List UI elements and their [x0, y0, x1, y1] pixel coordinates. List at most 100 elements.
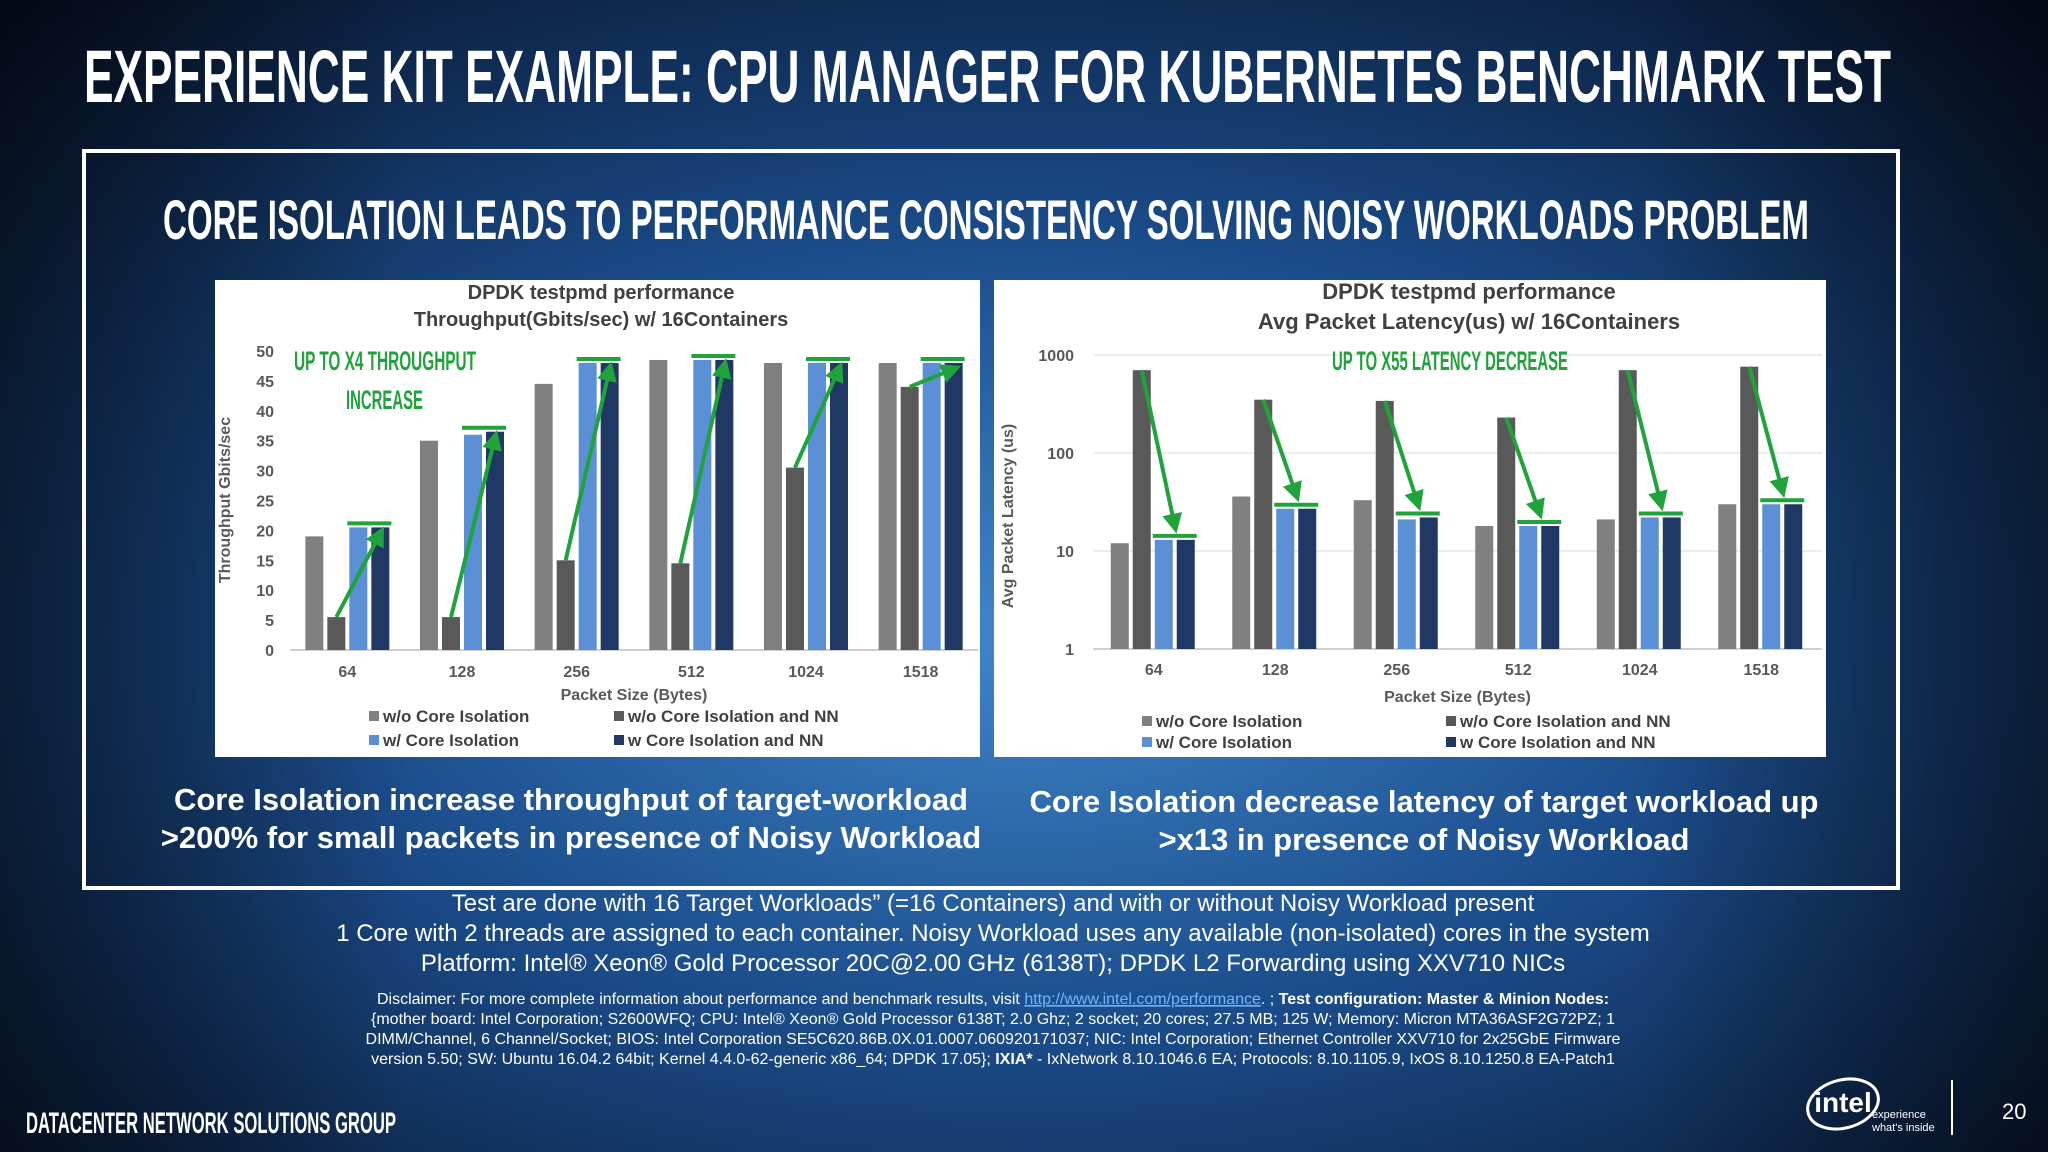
bar: [420, 440, 438, 650]
footer: DATACENTER NETWORK SOLUTIONS GROUP: [26, 1107, 396, 1140]
bar: [764, 362, 782, 650]
annotation: INCREASE: [346, 385, 423, 415]
bar: [349, 527, 368, 650]
bar: [534, 383, 553, 650]
x-tick-label: 1024: [1622, 662, 1658, 679]
frame: [82, 149, 1900, 890]
bar: [1618, 370, 1637, 649]
legend-swatch: [369, 735, 379, 745]
bar: [1176, 539, 1195, 649]
bar: [1154, 539, 1173, 649]
y-tick-label: 5: [265, 613, 274, 630]
y-tick-label: 10: [256, 583, 274, 600]
x-tick-label: 128: [1262, 662, 1289, 679]
legend-swatch: [1446, 737, 1456, 747]
chart-title: DPDK testpmd performance: [468, 282, 735, 304]
bar: [1640, 517, 1659, 649]
bar: [1784, 504, 1803, 649]
bar: [486, 431, 504, 650]
caption: Core Isolation increase throughput of ta…: [174, 782, 968, 817]
bar: [1519, 525, 1538, 649]
bar: [1419, 517, 1438, 649]
link[interactable]: http://www.intel.com/performance: [1024, 991, 1261, 1008]
bar: [1232, 496, 1251, 649]
slide-subtitle: CORE ISOLATION LEADS TO PERFORMANCE CONS…: [163, 188, 1809, 251]
chart-subtitle: Avg Packet Latency(us) w/ 16Containers: [1258, 309, 1680, 334]
page-number: 20: [2002, 1099, 2026, 1124]
legend-swatch: [614, 711, 624, 721]
y-tick-label: 0: [265, 643, 274, 660]
bar: [1276, 508, 1295, 649]
annotation: UP TO X4 THROUGHPUT: [294, 346, 476, 376]
y-tick-label: 1: [1065, 642, 1074, 659]
bar: [808, 362, 826, 650]
y-tick-label: 20: [256, 523, 274, 540]
y-tick-label: 40: [256, 404, 274, 421]
caption: Core Isolation decrease latency of targe…: [1030, 784, 1819, 819]
bar: [649, 359, 668, 650]
slide-title: EXPERIENCE KIT EXAMPLE: CPU MANAGER FOR …: [84, 35, 1891, 118]
chart-title: DPDK testpmd performance: [1322, 279, 1615, 304]
annotation-arrow: [1747, 366, 1789, 498]
bar: [1541, 525, 1560, 649]
y-tick-label: 15: [256, 553, 274, 570]
disclaimer-bold: IXIA*: [995, 1051, 1033, 1068]
y-tick-label: 30: [256, 464, 274, 481]
legend-label: w/ Core Isolation: [382, 731, 519, 750]
bar: [878, 362, 897, 650]
bar: [1596, 519, 1615, 649]
bar: [830, 362, 848, 650]
disclaimer-text: version 5.50; SW: Ubuntu 16.04.2 64bit; …: [371, 1051, 995, 1068]
annotation-arrow: [678, 358, 732, 564]
bar: [1254, 399, 1273, 649]
x-axis-label: Packet Size (Bytes): [1384, 689, 1531, 706]
annotation-arrow: [793, 361, 844, 469]
bar: [1298, 508, 1317, 649]
disclaimer-text: {mother board: Intel Corporation; S2600W…: [371, 1011, 1615, 1028]
y-tick-label: 10: [1056, 544, 1074, 561]
logo-brand: intel: [1814, 1087, 1872, 1118]
disclaimer-text: - IxNetwork 8.10.1046.6 EA; Protocols: 8…: [1033, 1051, 1615, 1068]
x-tick-label: 128: [449, 664, 476, 681]
bar: [900, 386, 919, 650]
logo-tagline: experience: [1872, 1109, 1926, 1121]
bar: [1718, 504, 1737, 649]
bar: [305, 536, 324, 650]
bar: [693, 359, 712, 650]
disclaimer-bold: Test configuration: Master & Minion Node…: [1279, 991, 1609, 1008]
y-tick-label: 35: [256, 434, 274, 451]
bar: [786, 467, 804, 650]
legend-label: w/o Core Isolation and NN: [1459, 712, 1671, 731]
bar: [578, 362, 597, 650]
legend-label: w/o Core Isolation: [1155, 712, 1302, 731]
annotation-arrow: [1382, 400, 1424, 512]
note: Test are done with 16 Target Workloads” …: [452, 890, 1535, 917]
annotation-arrow: [1504, 416, 1545, 520]
logo-tagline: what's inside: [1871, 1122, 1935, 1134]
bar: [1353, 500, 1372, 649]
bar: [1662, 517, 1681, 649]
annotation-arrow: [1261, 399, 1302, 503]
bar: [1132, 370, 1151, 649]
legend-label: w/ Core Isolation: [1155, 733, 1292, 752]
legend-swatch: [369, 711, 379, 721]
annotation-arrow: [1625, 369, 1668, 512]
bar: [1762, 504, 1781, 649]
bar: [327, 617, 346, 650]
y-tick-label: 25: [256, 494, 274, 511]
y-tick-label: 1000: [1038, 348, 1074, 365]
annotation-arrow: [449, 429, 502, 618]
annotation-arrow: [1139, 369, 1183, 534]
bar: [1497, 417, 1516, 649]
legend-label: w Core Isolation and NN: [1459, 733, 1656, 752]
legend-label: w Core Isolation and NN: [627, 731, 824, 750]
bar: [600, 362, 619, 650]
disclaimer: {mother board: Intel Corporation; S2600W…: [371, 1011, 1615, 1028]
x-axis-label: Packet Size (Bytes): [561, 687, 708, 704]
annotation-arrow: [908, 364, 962, 389]
annotation-arrow: [334, 526, 385, 619]
bar: [1475, 525, 1494, 649]
x-tick-label: 64: [1145, 662, 1163, 679]
